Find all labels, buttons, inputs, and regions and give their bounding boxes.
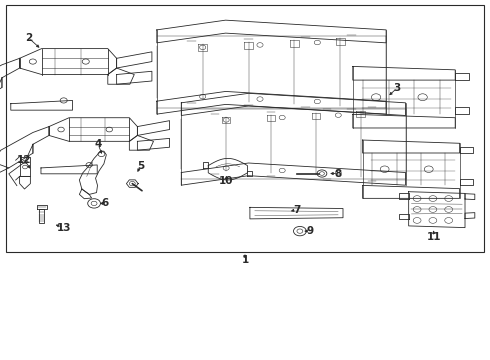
Text: 5: 5: [137, 161, 144, 171]
Text: 6: 6: [102, 198, 109, 208]
Text: 4: 4: [94, 139, 102, 149]
Text: 11: 11: [426, 232, 441, 242]
Text: 1: 1: [242, 255, 248, 265]
Text: 10: 10: [219, 176, 234, 186]
Bar: [6, 5, 484, 252]
Text: 7: 7: [293, 204, 300, 215]
Text: 3: 3: [393, 83, 400, 93]
Text: 12: 12: [17, 155, 32, 165]
Text: 13: 13: [56, 222, 71, 233]
Text: 2: 2: [25, 33, 32, 43]
Text: 8: 8: [335, 168, 342, 179]
Text: 9: 9: [307, 226, 314, 236]
